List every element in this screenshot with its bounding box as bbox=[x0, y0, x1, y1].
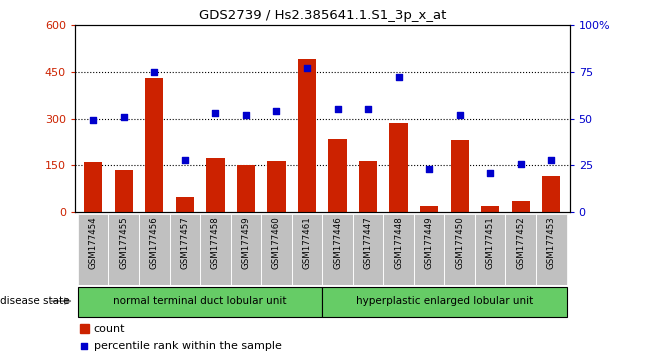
Text: GSM177456: GSM177456 bbox=[150, 216, 159, 269]
Bar bbox=[420, 206, 438, 212]
Text: GSM177449: GSM177449 bbox=[424, 216, 434, 269]
Text: percentile rank within the sample: percentile rank within the sample bbox=[94, 341, 281, 351]
Text: GSM177450: GSM177450 bbox=[455, 216, 464, 269]
Text: disease state: disease state bbox=[0, 296, 70, 306]
Bar bbox=[80, 324, 89, 333]
Bar bbox=[139, 214, 169, 285]
Point bbox=[546, 157, 557, 163]
Bar bbox=[176, 197, 194, 212]
Bar bbox=[268, 161, 286, 212]
Bar bbox=[450, 141, 469, 212]
Text: normal terminal duct lobular unit: normal terminal duct lobular unit bbox=[113, 296, 287, 306]
Text: GSM177460: GSM177460 bbox=[272, 216, 281, 269]
Point bbox=[363, 106, 373, 112]
Text: count: count bbox=[94, 324, 125, 333]
Bar bbox=[109, 214, 139, 285]
Bar bbox=[200, 214, 230, 285]
Point bbox=[118, 114, 129, 120]
Bar bbox=[475, 214, 505, 285]
Point bbox=[271, 108, 282, 114]
Bar bbox=[353, 214, 383, 285]
Text: GSM177447: GSM177447 bbox=[363, 216, 372, 269]
Title: GDS2739 / Hs2.385641.1.S1_3p_x_at: GDS2739 / Hs2.385641.1.S1_3p_x_at bbox=[199, 9, 446, 22]
Text: GSM177459: GSM177459 bbox=[242, 216, 251, 269]
Point bbox=[485, 170, 495, 176]
Point bbox=[302, 65, 312, 71]
Bar bbox=[115, 170, 133, 212]
Point bbox=[88, 118, 98, 123]
Bar bbox=[512, 201, 530, 212]
Bar bbox=[389, 123, 408, 212]
Text: GSM177458: GSM177458 bbox=[211, 216, 220, 269]
Bar bbox=[78, 287, 322, 317]
Point bbox=[149, 69, 159, 74]
Bar bbox=[328, 139, 347, 212]
Bar bbox=[322, 214, 353, 285]
Bar bbox=[206, 158, 225, 212]
Point bbox=[516, 161, 526, 166]
Text: GSM177453: GSM177453 bbox=[547, 216, 556, 269]
Point bbox=[393, 74, 404, 80]
Text: GSM177461: GSM177461 bbox=[303, 216, 311, 269]
Bar bbox=[261, 214, 292, 285]
Bar bbox=[292, 214, 322, 285]
Point bbox=[210, 110, 221, 116]
Text: GSM177446: GSM177446 bbox=[333, 216, 342, 269]
Point bbox=[332, 106, 342, 112]
Bar bbox=[414, 214, 445, 285]
Bar bbox=[237, 165, 255, 212]
Text: GSM177452: GSM177452 bbox=[516, 216, 525, 269]
Bar bbox=[481, 206, 499, 212]
Text: GSM177455: GSM177455 bbox=[119, 216, 128, 269]
Point bbox=[180, 157, 190, 163]
Bar bbox=[230, 214, 261, 285]
Text: GSM177451: GSM177451 bbox=[486, 216, 495, 269]
Bar bbox=[542, 176, 561, 212]
Bar bbox=[383, 214, 414, 285]
Point bbox=[454, 112, 465, 118]
Bar bbox=[145, 78, 163, 212]
Text: GSM177448: GSM177448 bbox=[394, 216, 403, 269]
Text: GSM177454: GSM177454 bbox=[89, 216, 98, 269]
Point bbox=[424, 166, 434, 172]
Point bbox=[79, 343, 89, 349]
Bar bbox=[505, 214, 536, 285]
Bar bbox=[298, 59, 316, 212]
Bar bbox=[169, 214, 200, 285]
Bar bbox=[322, 287, 566, 317]
Bar bbox=[78, 214, 109, 285]
Text: hyperplastic enlarged lobular unit: hyperplastic enlarged lobular unit bbox=[356, 296, 533, 306]
Bar bbox=[84, 162, 102, 212]
Bar bbox=[536, 214, 566, 285]
Bar bbox=[445, 214, 475, 285]
Point bbox=[241, 112, 251, 118]
Bar bbox=[359, 161, 377, 212]
Text: GSM177457: GSM177457 bbox=[180, 216, 189, 269]
